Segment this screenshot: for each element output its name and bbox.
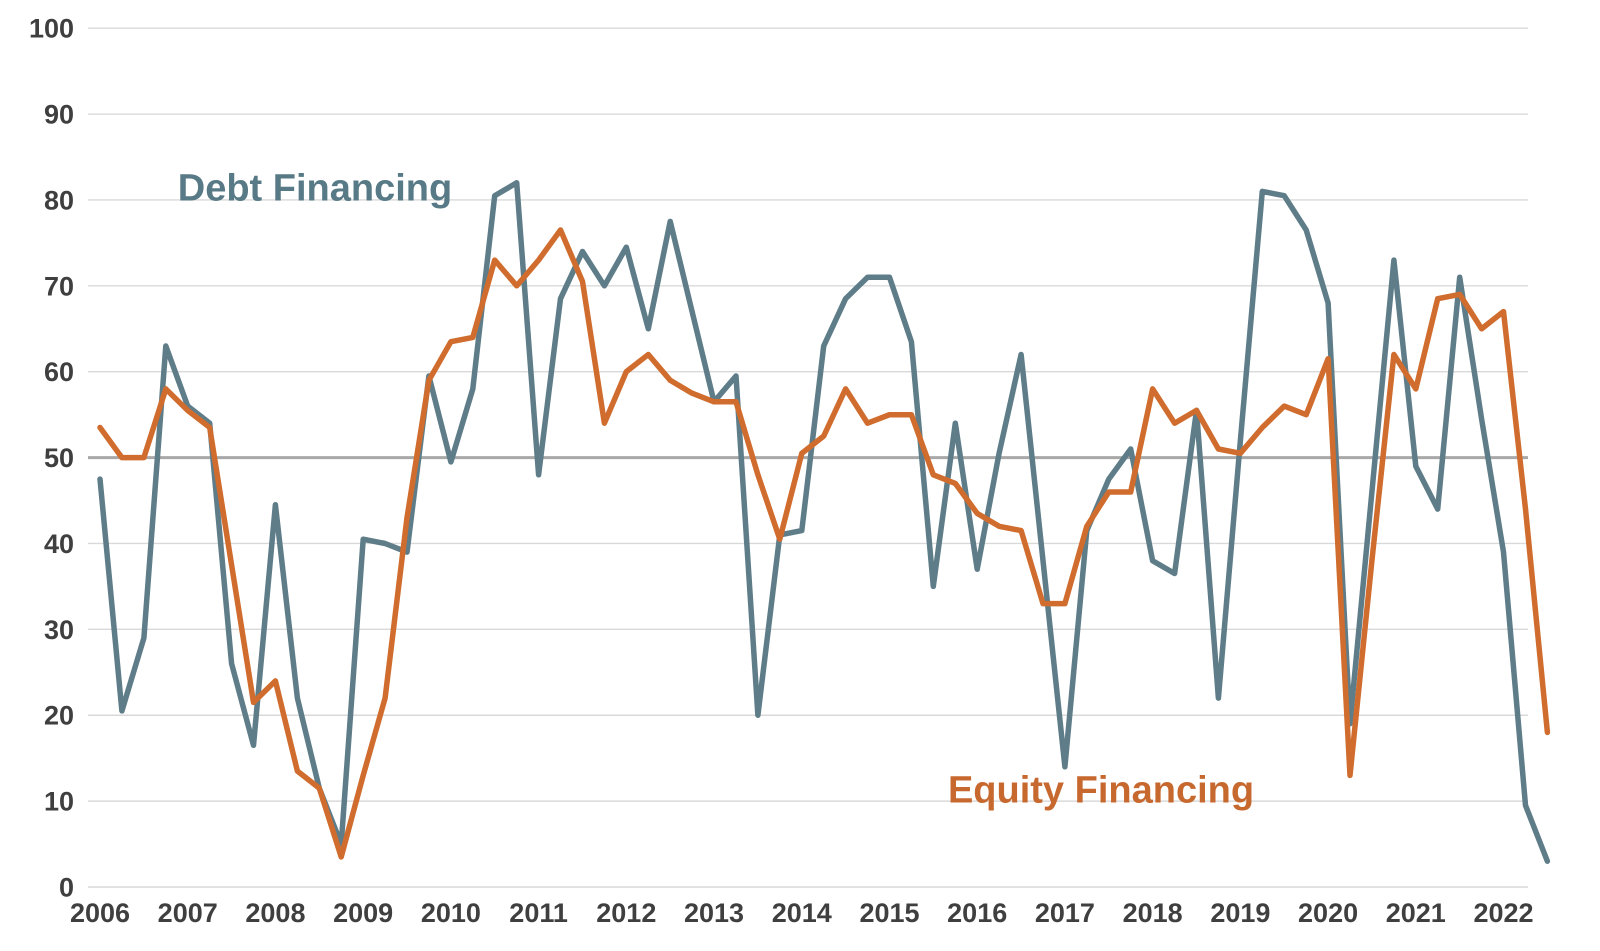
debt-financing-line <box>97 180 1551 864</box>
y-axis-tick-labels: 0 10 20 30 40 50 60 70 80 90 100 <box>29 14 74 903</box>
x-tick-label: 2016 <box>947 898 1007 928</box>
x-tick-label: 2011 <box>509 898 568 928</box>
y-tick-label: 30 <box>44 615 74 645</box>
y-tick-label: 0 <box>59 873 74 903</box>
x-tick-label: 2017 <box>1035 898 1095 928</box>
y-tick-label: 50 <box>44 443 74 473</box>
y-tick-label: 60 <box>44 357 74 387</box>
x-tick-label: 2012 <box>596 898 656 928</box>
x-tick-label: 2008 <box>245 898 305 928</box>
x-tick-label: 2018 <box>1123 898 1183 928</box>
y-tick-label: 20 <box>44 701 74 731</box>
x-tick-label: 2021 <box>1386 898 1446 928</box>
y-tick-label: 80 <box>44 185 74 215</box>
x-tick-label: 2020 <box>1298 898 1358 928</box>
y-tick-label: 40 <box>44 529 74 559</box>
y-tick-label: 100 <box>29 14 74 44</box>
y-tick-label: 10 <box>44 787 74 817</box>
y-tick-label: 90 <box>44 100 74 130</box>
x-tick-label: 2019 <box>1210 898 1270 928</box>
x-tick-label: 2015 <box>859 898 919 928</box>
x-tick-label: 2006 <box>70 898 130 928</box>
x-axis-tick-labels: 2006 2007 2008 2009 2010 2011 2012 2013 2014 2015… <box>70 898 1534 928</box>
x-tick-label: 2014 <box>772 898 832 928</box>
debt-series-label: Debt Financing <box>177 167 453 210</box>
x-tick-label: 2013 <box>684 898 744 928</box>
equity-financing-line <box>97 227 1551 860</box>
x-tick-label: 2007 <box>158 898 218 928</box>
x-tick-label: 2022 <box>1473 898 1533 928</box>
x-tick-label: 2010 <box>421 898 481 928</box>
equity-series-label: Equity Financing <box>947 769 1255 812</box>
series-lines <box>97 180 1551 864</box>
y-tick-label: 70 <box>44 271 74 301</box>
x-tick-label: 2009 <box>333 898 393 928</box>
